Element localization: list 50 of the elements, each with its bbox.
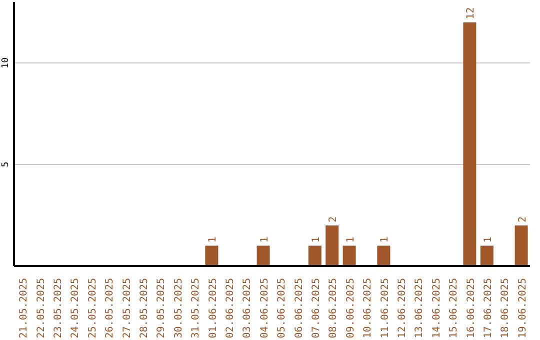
bar	[205, 246, 218, 266]
x-tick-label: 02.06.2025	[225, 278, 236, 338]
data-label: 2	[517, 216, 528, 222]
x-tick-label: 01.06.2025	[208, 278, 219, 338]
x-tick-label: 03.06.2025	[242, 278, 254, 338]
data-label: 1	[482, 236, 494, 243]
x-tick-label: 17.06.2025	[483, 278, 494, 338]
x-tick-label: 24.05.2025	[70, 278, 82, 338]
y-tick-label: 10	[1, 58, 11, 68]
x-tick-label: 16.06.2025	[466, 278, 477, 338]
x-tick-label: 18.06.2025	[500, 278, 512, 338]
x-tick-label: 25.05.2025	[87, 278, 98, 338]
x-tick-label: 28.05.2025	[139, 278, 150, 338]
bar	[256, 246, 270, 266]
data-label: 1	[310, 236, 322, 243]
x-tick-label: 13.06.2025	[414, 278, 426, 338]
bar	[514, 225, 528, 266]
x-tick-label: 05.06.2025	[276, 278, 288, 338]
data-label: 1	[208, 236, 219, 243]
data-label: 1	[259, 236, 270, 243]
bar	[480, 246, 494, 266]
x-tick-label: 04.06.2025	[259, 278, 270, 338]
x-tick-label: 21.05.2025	[18, 278, 30, 338]
x-tick-label: 10.06.2025	[362, 278, 374, 338]
x-tick-label: 07.06.2025	[311, 278, 322, 338]
x-tick-label: 26.05.2025	[104, 278, 116, 338]
x-tick-label: 22.05.2025	[36, 278, 47, 338]
bar	[326, 225, 339, 266]
data-label: 12	[466, 7, 477, 20]
data-label: 2	[328, 216, 340, 222]
bar	[377, 246, 390, 266]
bar	[463, 22, 476, 266]
x-tick-label: 08.06.2025	[328, 278, 340, 338]
x-tick-label: 06.06.2025	[294, 278, 305, 338]
x-tick-label: 09.06.2025	[345, 278, 356, 338]
x-tick-label: 12.06.2025	[397, 278, 408, 338]
x-tick-label: 14.06.2025	[431, 278, 442, 338]
x-tick-label: 31.05.2025	[190, 278, 202, 338]
x-tick-label: 29.05.2025	[156, 278, 168, 338]
x-tick-label: 15.06.2025	[448, 278, 460, 338]
x-tick-label: 19.06.2025	[517, 278, 528, 338]
x-tick-label: 27.05.2025	[122, 278, 133, 338]
data-label: 1	[345, 236, 356, 243]
x-tick-label: 23.05.2025	[53, 278, 64, 338]
x-tick-label: 30.05.2025	[173, 278, 184, 338]
y-tick-label: 5	[1, 162, 11, 168]
data-label: 1	[380, 236, 391, 243]
x-tick-label: 11.06.2025	[380, 278, 391, 338]
bar	[342, 246, 356, 266]
bar	[308, 246, 322, 266]
